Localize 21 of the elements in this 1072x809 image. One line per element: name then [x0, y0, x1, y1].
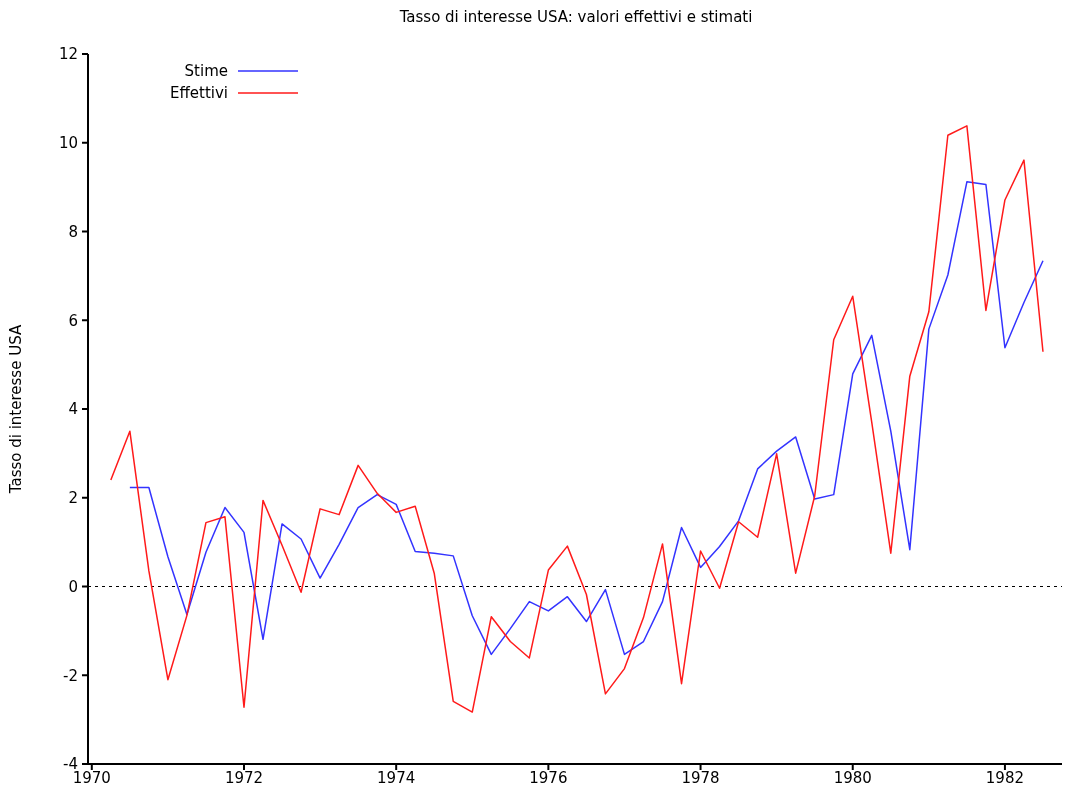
- x-tick-label: 1974: [377, 768, 416, 787]
- y-tick-label: 6: [68, 311, 78, 330]
- chart-title: Tasso di interesse USA: valori effettivi e stimati: [398, 8, 754, 28]
- legend-label: Stime: [184, 62, 228, 80]
- y-tick-label: 10: [58, 134, 78, 153]
- x-tick-label: 1976: [529, 768, 568, 787]
- x-tick-label: 1980: [833, 768, 872, 787]
- legend-label: Effettivi: [169, 84, 228, 102]
- line-series: [129, 181, 1044, 656]
- x-tick-label: 1970: [72, 768, 111, 787]
- x-tick-label: 1978: [681, 768, 720, 787]
- y-tick-label: -2: [63, 666, 78, 685]
- y-axis-title: Tasso di interesse USA: [7, 324, 26, 495]
- x-tick-label: 1972: [224, 768, 264, 787]
- y-tick-label: 2: [68, 489, 78, 508]
- x-tick-label: 1982: [985, 768, 1025, 787]
- y-tick-label: 12: [58, 45, 78, 64]
- y-tick-label: 0: [68, 577, 78, 596]
- y-tick-label: 4: [68, 400, 78, 419]
- y-tick-label: 8: [68, 222, 78, 241]
- line-series: [110, 125, 1044, 713]
